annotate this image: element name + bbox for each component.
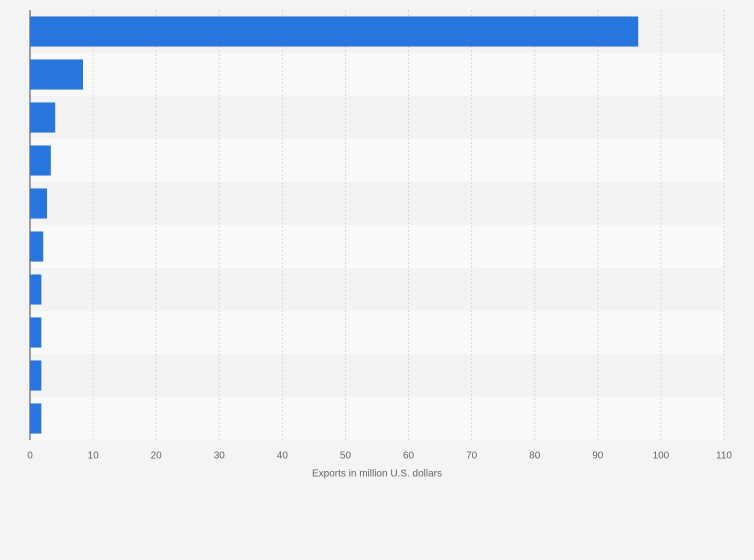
x-tick-label: 110	[716, 451, 732, 462]
bar	[30, 317, 42, 348]
x-tick-label: 60	[403, 451, 415, 462]
row-band	[30, 53, 724, 96]
x-tick-label: 100	[653, 451, 670, 462]
bar	[30, 145, 51, 176]
x-tick-label: 30	[214, 451, 226, 462]
bar	[30, 360, 42, 391]
x-tick-label: 80	[529, 451, 541, 462]
bar	[30, 16, 639, 47]
x-axis-label: Exports in million U.S. dollars	[312, 469, 442, 480]
row-band	[30, 268, 724, 311]
row-band	[30, 96, 724, 139]
bar	[30, 59, 83, 90]
bar	[30, 231, 44, 262]
x-tick-label: 70	[466, 451, 478, 462]
row-band	[30, 354, 724, 397]
x-tick-label: 0	[27, 451, 33, 462]
x-tick-label: 90	[592, 451, 604, 462]
x-tick-label: 50	[340, 451, 352, 462]
row-band	[30, 397, 724, 440]
row-band	[30, 139, 724, 182]
row-band	[30, 225, 724, 268]
bar	[30, 274, 42, 305]
x-tick-label: 10	[88, 451, 100, 462]
x-tick-label: 20	[151, 451, 163, 462]
x-tick-label: 40	[277, 451, 289, 462]
row-band	[30, 311, 724, 354]
row-band	[30, 182, 724, 225]
bar	[30, 403, 42, 434]
bar	[30, 188, 48, 219]
bar	[30, 102, 56, 133]
